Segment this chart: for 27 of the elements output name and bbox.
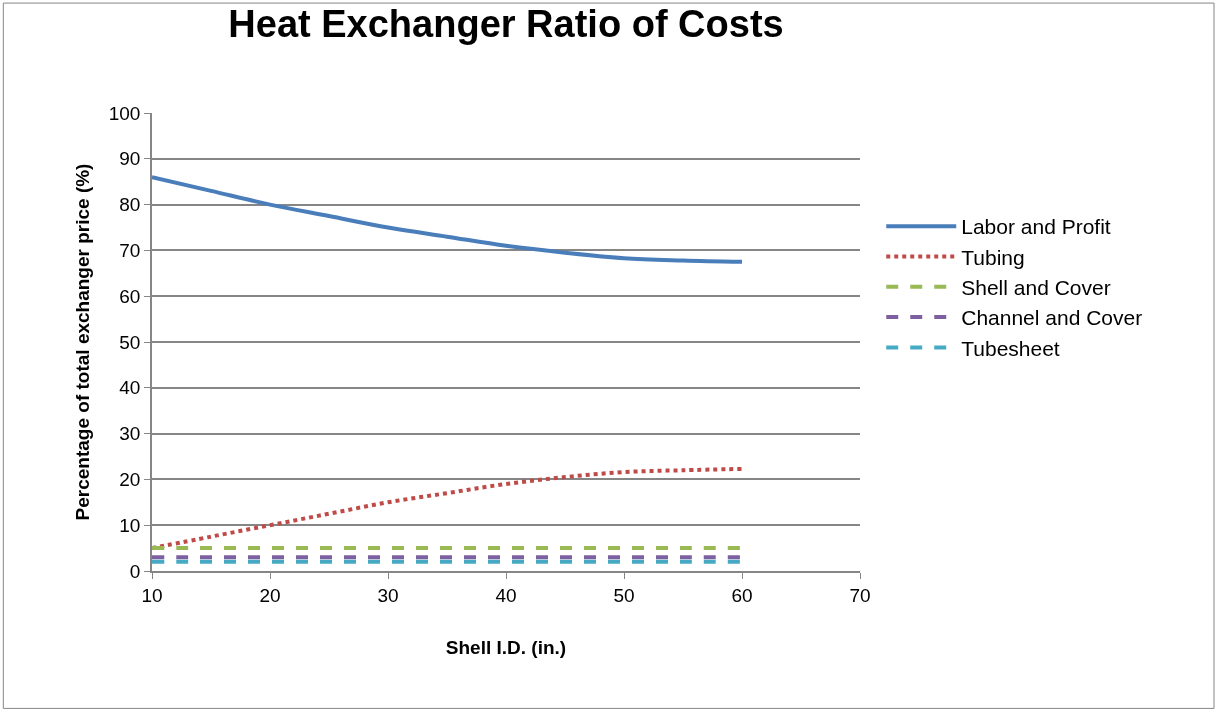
legend-label: Channel and Cover — [961, 306, 1143, 330]
y-tick-label: 10 — [119, 514, 141, 536]
legend-label: Tubesheet — [961, 336, 1060, 360]
x-tick-label: 40 — [495, 584, 517, 606]
y-tick-label: 0 — [129, 560, 141, 582]
y-tick-label: 80 — [119, 194, 141, 216]
y-tick-label: 100 — [108, 102, 141, 124]
y-tick-label: 90 — [119, 148, 141, 170]
y-axis-title: Percentage of total exchanger price (%) — [72, 163, 94, 521]
x-tick-label: 50 — [613, 584, 635, 606]
y-tick-label: 50 — [119, 331, 141, 353]
x-tick-label: 70 — [849, 584, 871, 606]
x-tick-label: 30 — [377, 584, 399, 606]
chart-title: Heat Exchanger Ratio of Costs — [228, 3, 784, 46]
x-axis-title: Shell I.D. (in.) — [445, 636, 567, 658]
line-series — [152, 175, 744, 264]
y-tick-label: 60 — [119, 285, 141, 307]
y-tick-label: 70 — [119, 240, 141, 262]
legend-label: Shell and Cover — [961, 275, 1111, 299]
legend-label: Labor and Profit — [961, 215, 1111, 239]
x-tick-label: 60 — [731, 584, 753, 606]
y-tick-label: 40 — [119, 377, 141, 399]
legend-label: Tubing — [961, 245, 1025, 269]
y-tick-label: 20 — [119, 469, 141, 491]
y-tick-label: 30 — [119, 423, 141, 445]
x-tick-label: 20 — [259, 584, 281, 606]
x-tick-label: 10 — [141, 584, 163, 606]
